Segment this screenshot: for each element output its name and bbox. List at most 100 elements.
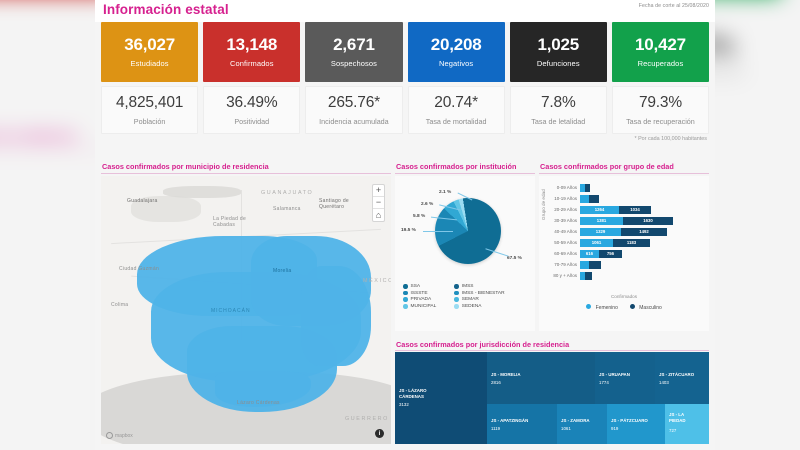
- legend-item-sedena[interactable]: SEDENA: [454, 304, 504, 309]
- kpi-label: Confirmados: [229, 59, 274, 69]
- bar-masculino[interactable]: [589, 194, 599, 203]
- treemap-tile-uruapan[interactable]: JS - URUAPAN 1774: [595, 352, 655, 404]
- age-bars: 616 756: [580, 249, 622, 258]
- bar-femenino[interactable]: [580, 271, 585, 280]
- map-info-icon[interactable]: i: [375, 429, 384, 438]
- map-attribution[interactable]: mapbox: [106, 432, 133, 439]
- age-bars: [580, 271, 592, 280]
- map-label-salamanca: Salamanca: [273, 206, 301, 212]
- bar-masculino[interactable]: 1630: [623, 216, 673, 225]
- treemap-tile-zamora[interactable]: JS - ZAMORA 1061: [557, 404, 607, 444]
- treemap-tile-name: JS - MORELIA: [491, 372, 521, 377]
- legend-item-femenino[interactable]: Femenino: [586, 304, 618, 311]
- mapbox-logo-icon: [106, 432, 113, 439]
- age-category: 40-49 Años: [554, 229, 577, 234]
- map-label-guerrero: GUERRERO: [345, 416, 389, 422]
- stat-value: 36.49%: [226, 94, 278, 111]
- treemap-tile-zitacuaro[interactable]: JS - ZITÁCUARO 1403: [655, 352, 709, 404]
- treemap-tile-name: JS - PÁTZCUARO: [611, 418, 648, 423]
- age-category: 70-79 Años: [554, 262, 577, 267]
- legend-label: SEMAR: [461, 297, 479, 303]
- kpi-value: 2,671: [333, 34, 375, 54]
- age-row[interactable]: 40-49 Años 1329 1492: [547, 226, 707, 237]
- bar-femenino[interactable]: 1329: [580, 227, 621, 236]
- legend-item-ssa[interactable]: SSA: [403, 284, 436, 289]
- age-group-chart: Grupo de edad 0-09 Años 10-19 Años: [539, 176, 709, 331]
- treemap-tile-value: 2816: [491, 380, 501, 385]
- pie-label-19-5: 19.5 %: [401, 228, 416, 233]
- bar-femenino[interactable]: [580, 183, 585, 192]
- treemap-tile-value: 1774: [599, 380, 609, 385]
- map-region-michoacan[interactable]: [301, 266, 371, 366]
- treemap-tile-apatzingan[interactable]: JS - APATZINGÁN 1119: [487, 404, 557, 444]
- kpi-card-negativos[interactable]: 20,208 Negativos: [407, 22, 505, 82]
- legend-item-imss-bienestar[interactable]: IMSS - BIENESTAR: [454, 290, 505, 296]
- kpi-label: Recuperados: [637, 59, 684, 69]
- stat-value: 4,825,401: [116, 94, 184, 111]
- kpi-label: Sospechosos: [330, 59, 377, 69]
- kpi-value: 10,427: [635, 34, 686, 54]
- legend-swatch-icon: [454, 290, 459, 296]
- bar-femenino[interactable]: 1061: [580, 238, 613, 247]
- kpi-label: Estudiados: [130, 59, 169, 69]
- bg-section-map: Casos confirmados por municipio de resid…: [0, 129, 76, 144]
- bar-masculino[interactable]: 756: [599, 249, 622, 258]
- age-row[interactable]: 60-69 Años 616 756: [547, 248, 707, 259]
- age-row[interactable]: 70-79 Años: [547, 259, 707, 270]
- bar-masculino[interactable]: [585, 271, 592, 280]
- bar-masculino[interactable]: [589, 260, 601, 269]
- treemap-tile-morelia[interactable]: JS - MORELIA 2816: [487, 352, 595, 404]
- treemap-tile-la-piedad[interactable]: JS - LA PIEDAD 727: [665, 404, 709, 444]
- legend-item-issste[interactable]: ISSSTE: [403, 291, 436, 296]
- legend-label: Femenino: [595, 305, 618, 311]
- map-label-mexico: MÉXICO: [363, 278, 391, 284]
- legend-item-municipal[interactable]: MUNICIPAL: [403, 304, 436, 309]
- age-row[interactable]: 20-29 Años 1264 1034: [547, 204, 707, 215]
- age-bars: [580, 194, 599, 203]
- kpi-card-defunciones[interactable]: 1,025 Defunciones: [509, 22, 607, 82]
- bar-masculino[interactable]: 1034: [619, 205, 651, 214]
- legend-item-masculino[interactable]: Masculino: [629, 304, 662, 311]
- map-label-lazaro-cardenas: Lázaro Cárdenas: [237, 400, 280, 406]
- age-row[interactable]: 50-59 Años 1061 1183: [547, 237, 707, 248]
- stat-value: 20.74*: [434, 94, 478, 111]
- kpi-card-estudiados[interactable]: 36,027 Estudiados: [101, 22, 199, 82]
- kpi-card-confirmados[interactable]: 13,148 Confirmados: [203, 22, 301, 82]
- cutoff-date: Fecha de corte al 25/08/2020: [638, 3, 709, 9]
- pie-label-5-8: 5.8 %: [413, 214, 426, 219]
- map-label-queretaro: Santiago de Querétaro: [319, 198, 349, 210]
- stat-value: 79.3%: [638, 94, 682, 111]
- age-row[interactable]: 0-09 Años: [547, 182, 707, 193]
- kpi-label: Defunciones: [536, 59, 580, 69]
- legend-swatch-icon: [403, 284, 408, 289]
- bar-femenino[interactable]: [580, 260, 589, 269]
- bar-femenino[interactable]: 616: [580, 249, 599, 258]
- treemap-tile-patzcuaro[interactable]: JS - PÁTZCUARO 919: [607, 404, 665, 444]
- bar-femenino[interactable]: 1381: [580, 216, 623, 225]
- bar-masculino[interactable]: 1492: [621, 227, 667, 236]
- treemap-tile-value: 3132: [399, 402, 409, 407]
- zoom-in-icon[interactable]: +: [373, 185, 384, 197]
- bar-masculino[interactable]: 1183: [613, 238, 650, 247]
- age-row[interactable]: 80 y + Años: [547, 270, 707, 281]
- map-zoom-controls[interactable]: + − ⌂: [372, 184, 385, 222]
- age-row[interactable]: 10-19 Años: [547, 193, 707, 204]
- stat-card-letalidad: 7.8% Tasa de letalidad: [509, 86, 607, 134]
- kpi-card-recuperados[interactable]: 10,427 Recuperados: [611, 22, 710, 82]
- bar-femenino[interactable]: [580, 194, 589, 203]
- legend-swatch-icon: [454, 297, 459, 302]
- legend-label: IMSS: [461, 284, 474, 289]
- bar-masculino[interactable]: [585, 183, 590, 192]
- age-row[interactable]: 30-39 Años 1381 1630: [547, 215, 707, 226]
- kpi-card-sospechosos[interactable]: 2,671 Sospechosos: [305, 22, 403, 82]
- bar-femenino[interactable]: 1264: [580, 205, 619, 214]
- zoom-out-icon[interactable]: −: [373, 197, 384, 209]
- treemap-tile-lazaro-cardenas[interactable]: JS - LÁZARO CÁRDENAS 3132: [395, 352, 487, 444]
- locate-icon[interactable]: ⌂: [375, 209, 382, 220]
- legend-item-imss[interactable]: IMSS: [454, 284, 504, 289]
- legend-item-semar[interactable]: SEMAR: [454, 297, 504, 302]
- municipality-map[interactable]: GUANAJUATO MÉXICO GUERRERO Guadalajara S…: [101, 176, 391, 444]
- treemap-tile-value: 1403: [659, 380, 669, 385]
- stat-card-recuperacion: 79.3% Tasa de recuperación: [611, 86, 710, 134]
- legend-item-privada[interactable]: PRIVADA: [403, 297, 436, 302]
